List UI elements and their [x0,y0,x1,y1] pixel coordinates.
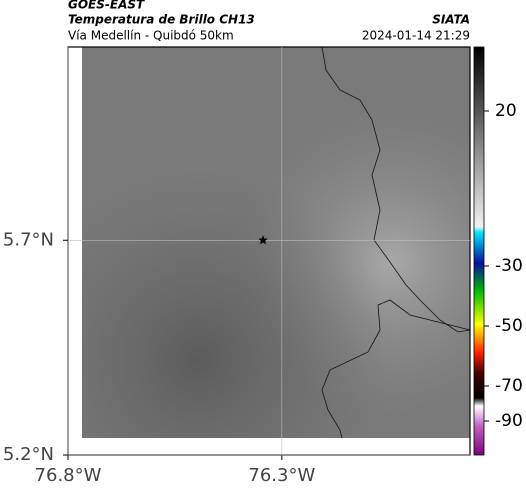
colorbar-tick-label: -30 [495,256,523,276]
subtitle: Vía Medellín - Quibdó 50km [68,29,234,43]
image-shade [82,47,470,438]
colorbar-tick-label: 20 [495,101,517,121]
source: GOES-EAST [68,0,145,12]
x-tick-label: 76.8°W [35,465,102,486]
boundary [321,46,471,333]
x-tick-label: 76.3°W [248,465,315,486]
colorbar-tick-label: -90 [495,411,523,431]
colorbar-tick-label: -70 [495,376,523,396]
datetime: 2024-01-14 21:29 [362,29,470,43]
y-tick-label: 5.2°N [3,444,54,465]
agency: SIATA [432,13,470,27]
colorbar [473,46,485,456]
location-marker [258,235,268,245]
title: Temperatura de Brillo CH13 [68,13,255,27]
colorbar-tick-label: -50 [495,316,523,336]
boundary [321,299,471,439]
y-tick-label: 5.7°N [3,229,54,250]
